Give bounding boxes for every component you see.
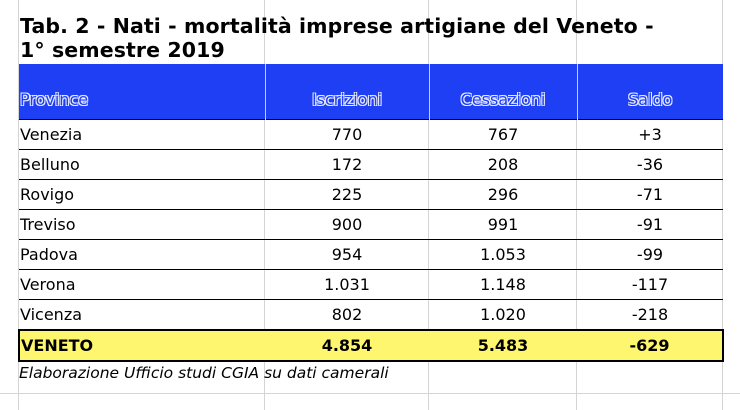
iscrizioni-cell: 225 — [265, 179, 429, 210]
cessazioni-cell: 767 — [429, 119, 577, 150]
title-line-1: Tab. 2 - Nati - mortalità imprese artigi… — [20, 14, 654, 38]
saldo-cell: -36 — [577, 149, 723, 180]
grid-line — [0, 393, 740, 394]
saldo-cell: +3 — [577, 119, 723, 150]
column-header-province: Province — [19, 90, 265, 120]
province-cell: Verona — [19, 269, 265, 300]
iscrizioni-cell: 172 — [265, 149, 429, 180]
table-row: Treviso 900 991 -91 — [19, 209, 723, 240]
total-iscrizioni-cell: 4.854 — [265, 329, 429, 362]
province-cell: Venezia — [19, 119, 265, 150]
grid-line — [18, 0, 19, 410]
province-cell: Padova — [19, 239, 265, 270]
total-label-cell: VENETO — [18, 329, 265, 362]
saldo-cell: -218 — [577, 299, 723, 331]
table-row: Padova 954 1.053 -99 — [19, 239, 723, 270]
table-title: Tab. 2 - Nati - mortalità imprese artigi… — [20, 14, 722, 62]
table-row: Belluno 172 208 -36 — [19, 149, 723, 180]
cessazioni-cell: 208 — [429, 149, 577, 180]
table-row: Rovigo 225 296 -71 — [19, 179, 723, 210]
iscrizioni-cell: 802 — [265, 299, 429, 331]
province-cell: Treviso — [19, 209, 265, 240]
total-row: VENETO 4.854 5.483 -629 — [18, 329, 724, 362]
saldo-cell: -91 — [577, 209, 723, 240]
iscrizioni-cell: 900 — [265, 209, 429, 240]
saldo-cell: -99 — [577, 239, 723, 270]
table-row: Verona 1.031 1.148 -117 — [19, 269, 723, 300]
table-sheet: Tab. 2 - Nati - mortalità imprese artigi… — [18, 14, 724, 383]
province-cell: Vicenza — [19, 299, 265, 331]
column-header-cessazioni: Cessazioni — [428, 90, 577, 120]
saldo-cell: -71 — [577, 179, 723, 210]
cessazioni-cell: 991 — [429, 209, 577, 240]
header-band — [19, 64, 723, 90]
header-row: Province Iscrizioni Cessazioni Saldo — [19, 90, 723, 120]
iscrizioni-cell: 1.031 — [265, 269, 429, 300]
total-saldo-cell: -629 — [577, 329, 724, 362]
column-header-iscrizioni: Iscrizioni — [264, 90, 429, 120]
total-cessazioni-cell: 5.483 — [429, 329, 577, 362]
cessazioni-cell: 1.020 — [429, 299, 577, 331]
iscrizioni-cell: 954 — [265, 239, 429, 270]
cessazioni-cell: 296 — [429, 179, 577, 210]
column-header-saldo: Saldo — [576, 90, 723, 120]
title-line-2: 1° semestre 2019 — [20, 38, 225, 62]
cessazioni-cell: 1.053 — [429, 239, 577, 270]
cessazioni-cell: 1.148 — [429, 269, 577, 300]
table-row: Venezia 770 767 +3 — [19, 119, 723, 150]
iscrizioni-cell: 770 — [265, 119, 429, 150]
source-note: Elaborazione Ufficio studi CGIA su dati … — [19, 364, 389, 382]
province-cell: Belluno — [19, 149, 265, 180]
province-cell: Rovigo — [19, 179, 265, 210]
saldo-cell: -117 — [577, 269, 723, 300]
table-row: Vicenza 802 1.020 -218 — [19, 299, 723, 331]
births-deaths-table: Province Iscrizioni Cessazioni Saldo Ven… — [18, 64, 724, 362]
